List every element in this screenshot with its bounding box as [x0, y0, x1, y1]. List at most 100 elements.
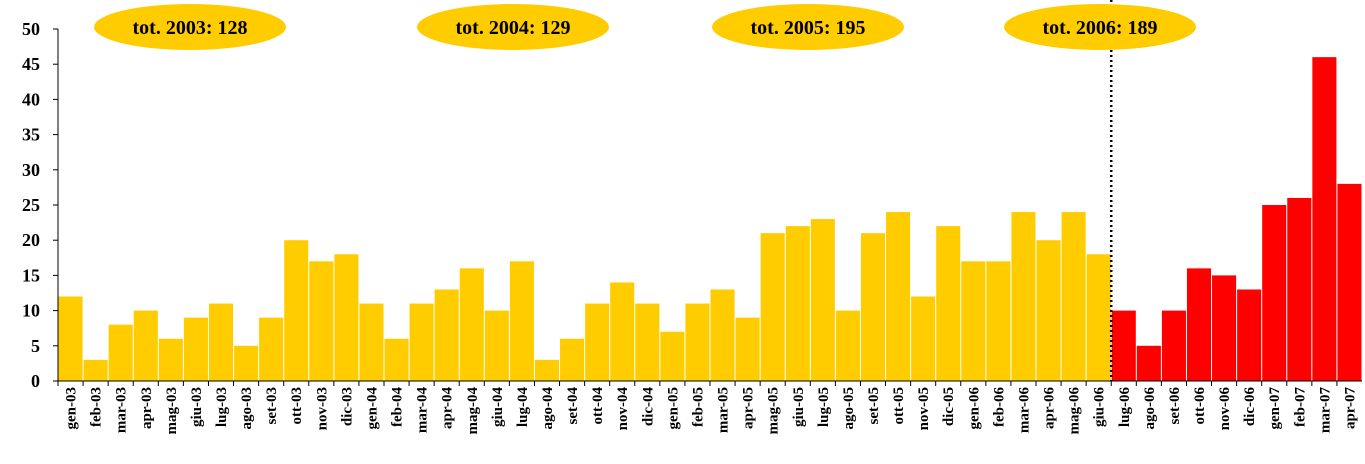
- x-tick-label: mar-04: [415, 387, 431, 434]
- x-tick-label: mag-05: [766, 387, 782, 435]
- x-tick-label: feb-03: [89, 387, 105, 427]
- bar: [108, 324, 133, 381]
- bar: [585, 303, 610, 381]
- bar: [760, 233, 785, 381]
- y-tick-label: 15: [22, 265, 40, 285]
- x-tick-label: lug-04: [515, 387, 531, 428]
- x-tick-label: apr-06: [1042, 387, 1058, 429]
- bar: [284, 240, 309, 381]
- x-tick-label: ago-04: [540, 387, 556, 430]
- bar: [234, 345, 259, 381]
- bar: [1011, 212, 1036, 381]
- bar: [911, 296, 936, 381]
- y-tick-label: 10: [22, 301, 40, 321]
- x-tick-label: giu-03: [189, 387, 205, 427]
- x-tick-label: gen-06: [966, 387, 982, 430]
- x-tick-label: apr-07: [1342, 387, 1358, 429]
- bar: [986, 261, 1011, 381]
- bar: [58, 296, 83, 381]
- x-tick-label: ago-06: [1142, 387, 1158, 430]
- x-tick-label: mag-04: [465, 387, 481, 435]
- bar: [459, 268, 484, 381]
- bar: [83, 359, 108, 381]
- bar: [384, 338, 409, 381]
- x-tick-label: mar-07: [1317, 387, 1333, 434]
- bar: [886, 212, 911, 381]
- bar: [133, 310, 158, 381]
- x-tick-label: set-06: [1167, 387, 1183, 425]
- annotation: tot. 2004: 129: [456, 17, 571, 39]
- x-tick-label: set-03: [264, 387, 280, 425]
- y-tick-label: 30: [22, 160, 40, 180]
- x-tick-label: mar-05: [716, 387, 732, 433]
- bar: [434, 289, 459, 381]
- y-tick-label: 0: [31, 371, 40, 391]
- annotation: tot. 2005: 195: [751, 17, 866, 39]
- x-tick-label: lug-03: [214, 387, 230, 427]
- bar: [961, 261, 986, 381]
- x-tick-label: set-05: [866, 387, 882, 425]
- x-tick-label: gen-04: [364, 387, 380, 430]
- x-tick-label: gen-05: [665, 387, 681, 430]
- bar: [1212, 275, 1237, 381]
- bar: [860, 233, 886, 381]
- bar: [710, 289, 735, 381]
- bar: [735, 317, 760, 381]
- x-tick-label: set-04: [565, 387, 581, 425]
- bar: [560, 338, 585, 381]
- x-tick-label: dic-06: [1242, 387, 1258, 427]
- x-tick-label: mag-03: [164, 387, 180, 435]
- annotation: tot. 2006: 189: [1043, 17, 1158, 39]
- x-tick-label: ago-03: [239, 387, 255, 430]
- x-tick-label: dic-03: [339, 387, 355, 426]
- y-tick-label: 50: [22, 19, 40, 39]
- bar: [259, 317, 284, 381]
- x-tick-label: mar-03: [114, 387, 130, 433]
- bar: [1186, 268, 1212, 381]
- y-tick-label: 40: [22, 89, 40, 109]
- x-tick-label: ago-05: [841, 387, 857, 430]
- x-tick-label: dic-05: [941, 387, 957, 426]
- x-tick-label: lug-06: [1117, 387, 1133, 428]
- bar: [810, 219, 835, 381]
- annotation-ellipse: [712, 4, 904, 50]
- bar: [309, 261, 334, 381]
- bar: [509, 261, 534, 381]
- x-tick-label: feb-06: [991, 387, 1007, 427]
- bar: [1036, 240, 1061, 381]
- bar: [685, 303, 710, 381]
- x-tick-label: ott-06: [1192, 387, 1208, 425]
- x-tick-label: ott-03: [289, 387, 305, 425]
- bar: [359, 303, 384, 381]
- x-tick-label: lug-05: [816, 387, 832, 427]
- bar: [1312, 57, 1337, 381]
- x-tick-label: apr-04: [440, 387, 456, 429]
- bar: [1337, 183, 1362, 381]
- x-tick-label: ott-04: [590, 387, 606, 425]
- bar: [1061, 212, 1086, 381]
- x-tick-label: feb-05: [690, 387, 706, 427]
- x-tick-label: apr-05: [741, 387, 757, 429]
- x-tick-label: gen-07: [1267, 387, 1283, 430]
- bar: [1086, 254, 1111, 381]
- bar: [635, 303, 660, 381]
- x-tick-label: mag-06: [1067, 387, 1083, 435]
- bar: [1111, 310, 1136, 381]
- bar: [936, 226, 961, 381]
- x-tick-label: nov-03: [314, 387, 330, 430]
- x-tick-label: ott-05: [891, 387, 907, 425]
- bar: [1161, 310, 1186, 381]
- x-tick-label: apr-03: [139, 387, 155, 429]
- annotation-ellipse: [1004, 4, 1196, 50]
- annotation-ellipse: [417, 4, 609, 50]
- bar: [208, 303, 234, 381]
- y-tick-label: 20: [22, 230, 40, 250]
- x-tick-label: dic-04: [640, 387, 656, 427]
- bar: [534, 359, 560, 381]
- bar: [610, 282, 635, 381]
- x-tick-label: gen-03: [64, 387, 80, 430]
- y-tick-label: 35: [22, 125, 40, 145]
- bar: [484, 310, 509, 381]
- annotation: tot. 2003: 128: [133, 17, 248, 39]
